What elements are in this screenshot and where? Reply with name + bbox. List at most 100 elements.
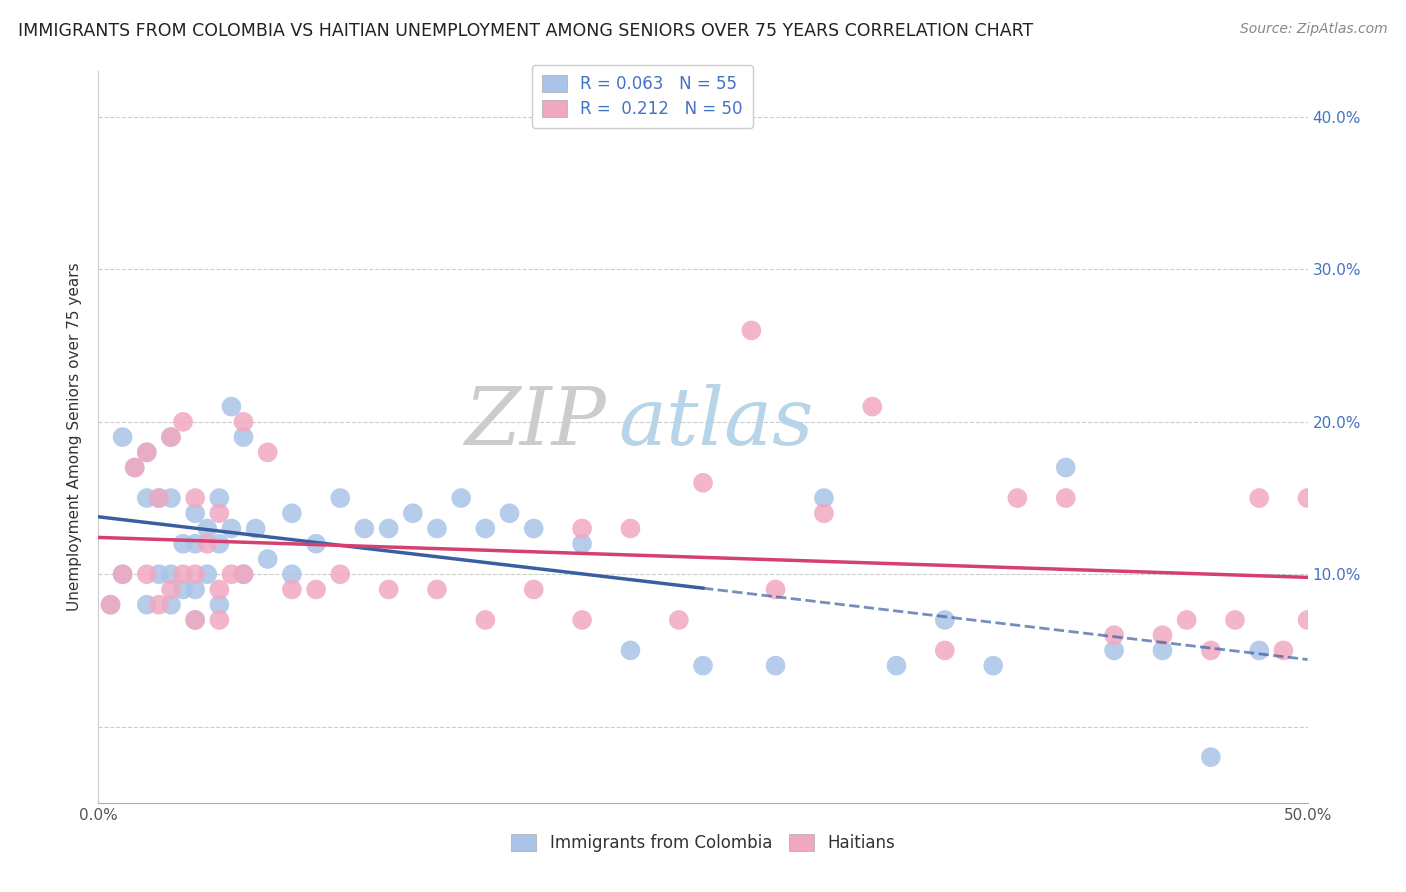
Point [160, 582, 183, 597]
Point [172, 567, 194, 582]
Point [281, 506, 304, 520]
Point [184, 537, 207, 551]
Point [1102, 643, 1125, 657]
Point [148, 491, 170, 505]
Point [1152, 643, 1174, 657]
Point [100, 598, 122, 612]
Point [353, 521, 375, 535]
Point [571, 537, 593, 551]
Point [160, 567, 183, 582]
Point [934, 643, 956, 657]
Point [305, 582, 328, 597]
Point [184, 613, 207, 627]
Point [124, 460, 146, 475]
Point [329, 491, 352, 505]
Point [934, 613, 956, 627]
Point [498, 506, 520, 520]
Point [740, 323, 762, 337]
Point [692, 658, 714, 673]
Point [474, 521, 496, 535]
Point [160, 430, 183, 444]
Point [184, 491, 207, 505]
Point [1007, 491, 1029, 505]
Point [135, 445, 157, 459]
Point [256, 445, 278, 459]
Point [208, 582, 231, 597]
Point [281, 582, 304, 597]
Point [232, 567, 254, 582]
Point [1296, 491, 1319, 505]
Point [245, 521, 267, 535]
Point [329, 567, 352, 582]
Point [221, 521, 243, 535]
Point [148, 567, 170, 582]
Y-axis label: Unemployment Among Seniors over 75 years: Unemployment Among Seniors over 75 years [67, 263, 83, 611]
Text: IMMIGRANTS FROM COLOMBIA VS HAITIAN UNEMPLOYMENT AMONG SENIORS OVER 75 YEARS COR: IMMIGRANTS FROM COLOMBIA VS HAITIAN UNEM… [18, 22, 1033, 40]
Point [148, 491, 170, 505]
Point [184, 567, 207, 582]
Point [981, 658, 1004, 673]
Point [1272, 643, 1295, 657]
Point [160, 598, 183, 612]
Point [474, 613, 496, 627]
Point [221, 400, 243, 414]
Point [1199, 750, 1222, 764]
Point [571, 521, 593, 535]
Point [692, 475, 714, 490]
Point [1199, 643, 1222, 657]
Point [195, 567, 218, 582]
Point [765, 582, 787, 597]
Point [1102, 628, 1125, 642]
Point [172, 582, 194, 597]
Point [571, 613, 593, 627]
Text: atlas: atlas [619, 384, 814, 461]
Point [1249, 643, 1271, 657]
Point [172, 537, 194, 551]
Point [135, 491, 157, 505]
Point [208, 537, 231, 551]
Point [860, 400, 883, 414]
Point [450, 491, 472, 505]
Point [765, 658, 787, 673]
Point [523, 582, 546, 597]
Point [886, 658, 908, 673]
Point [160, 491, 183, 505]
Point [184, 613, 207, 627]
Point [668, 613, 690, 627]
Point [1152, 628, 1174, 642]
Text: Source: ZipAtlas.com: Source: ZipAtlas.com [1240, 22, 1388, 37]
Point [523, 521, 546, 535]
Point [208, 506, 231, 520]
Legend: Immigrants from Colombia, Haitians: Immigrants from Colombia, Haitians [503, 825, 903, 860]
Point [426, 521, 449, 535]
Point [111, 430, 134, 444]
Point [232, 430, 254, 444]
Point [377, 582, 399, 597]
Point [1054, 491, 1077, 505]
Point [221, 567, 243, 582]
Point [208, 491, 231, 505]
Point [402, 506, 425, 520]
Point [1296, 613, 1319, 627]
Point [281, 567, 304, 582]
Point [184, 582, 207, 597]
Point [1054, 460, 1077, 475]
Point [232, 567, 254, 582]
Point [195, 537, 218, 551]
Point [208, 613, 231, 627]
Text: ZIP: ZIP [464, 384, 606, 461]
Point [305, 537, 328, 551]
Point [256, 552, 278, 566]
Point [619, 643, 641, 657]
Point [135, 445, 157, 459]
Point [813, 506, 835, 520]
Point [619, 521, 641, 535]
Point [124, 460, 146, 475]
Point [1249, 491, 1271, 505]
Point [184, 506, 207, 520]
Point [195, 521, 218, 535]
Point [172, 415, 194, 429]
Point [100, 598, 122, 612]
Point [111, 567, 134, 582]
Point [148, 598, 170, 612]
